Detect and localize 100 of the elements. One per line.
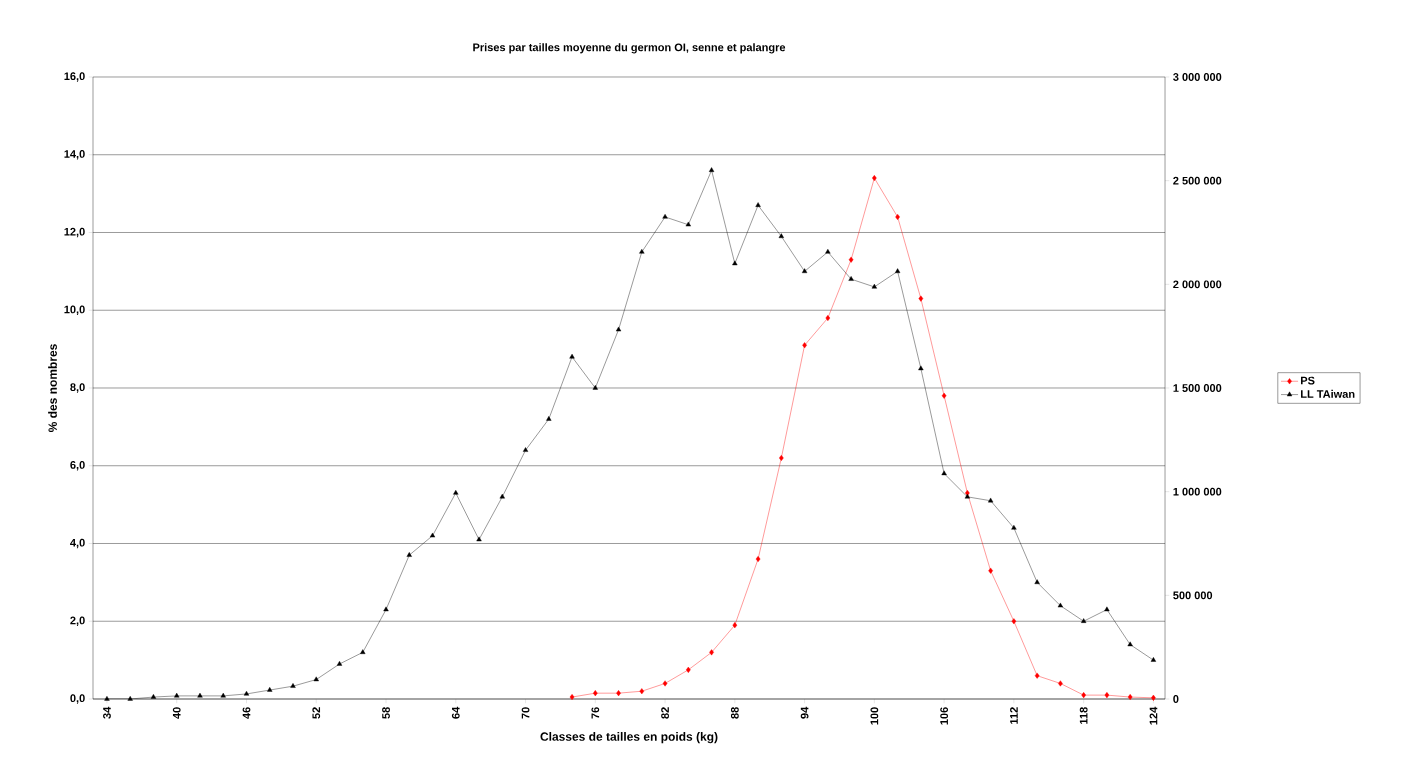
- point: [732, 260, 738, 266]
- x-tick-label: 40: [172, 707, 181, 719]
- point: [197, 692, 203, 698]
- y-tick-label: 0,0: [70, 694, 85, 704]
- x-tick-label: 106: [940, 707, 949, 725]
- point: [639, 248, 645, 254]
- y2-tick-label: 1 000 000: [1173, 487, 1222, 496]
- point: [127, 696, 133, 701]
- x-tick-label: 82: [661, 707, 669, 719]
- point: [685, 221, 691, 227]
- point: [825, 248, 831, 254]
- x-axis-title: Classes de tailles en poids (kg): [540, 732, 718, 744]
- y2-tick-label: 500 000: [1173, 591, 1213, 600]
- point: [662, 680, 668, 687]
- point: [174, 692, 180, 698]
- point: [801, 268, 808, 273]
- point: [778, 233, 784, 238]
- point: [615, 326, 622, 332]
- point: [313, 676, 319, 682]
- y-tick-label: 2,0: [70, 616, 85, 626]
- x-tick-label: 34: [103, 706, 111, 719]
- point: [941, 392, 947, 399]
- point: [522, 447, 529, 452]
- point: [755, 556, 761, 563]
- point: [1150, 657, 1157, 662]
- y-tick-label: 16,0: [64, 72, 85, 82]
- y-tick-label: 12,0: [64, 227, 85, 238]
- point: [802, 342, 807, 349]
- point: [1081, 618, 1087, 623]
- point: [267, 687, 273, 692]
- point: [1104, 692, 1110, 699]
- y2-tick-label: 2 000 000: [1173, 280, 1222, 289]
- point: [848, 256, 854, 263]
- y-tick-label: 8,0: [70, 383, 85, 393]
- point: [1058, 680, 1063, 687]
- x-tick-label: 100: [870, 707, 879, 725]
- point: [1127, 694, 1133, 701]
- x-tick-label: 112: [1010, 707, 1018, 724]
- point: [708, 167, 715, 172]
- x-tick-label: 52: [312, 707, 321, 719]
- point: [732, 622, 738, 629]
- point: [918, 295, 924, 302]
- point: [406, 552, 412, 557]
- point: [593, 690, 598, 697]
- point: [1011, 618, 1017, 625]
- y-axis-title: % des nombres: [48, 344, 57, 433]
- point: [569, 353, 575, 359]
- point: [592, 385, 598, 390]
- point: [871, 283, 877, 289]
- point: [872, 175, 877, 182]
- x-tick-label: 58: [382, 707, 390, 719]
- x-tick-label: 46: [242, 707, 251, 719]
- point: [964, 493, 970, 499]
- point: [104, 696, 110, 701]
- point: [360, 649, 366, 654]
- point: [453, 489, 459, 495]
- point: [336, 661, 343, 666]
- y-tick-label: 14,0: [64, 150, 85, 160]
- point: [662, 213, 668, 219]
- point: [476, 536, 482, 542]
- x-tick-label: 64: [451, 706, 460, 719]
- point: [895, 213, 900, 220]
- point: [499, 493, 505, 499]
- point: [569, 694, 575, 701]
- y-tick-label: 10,0: [64, 305, 85, 315]
- point: [755, 202, 761, 207]
- y2-tick-label: 3 000 000: [1173, 73, 1222, 81]
- point: [988, 497, 994, 503]
- legend-label: LL TAiwan: [1301, 389, 1355, 398]
- point: [779, 454, 784, 461]
- legend-label: PS: [1301, 376, 1315, 385]
- point: [639, 688, 645, 695]
- point: [848, 276, 854, 281]
- point: [290, 683, 296, 688]
- point: [686, 666, 691, 673]
- point: [894, 268, 901, 273]
- point: [616, 690, 621, 697]
- y-tick-label: 4,0: [70, 538, 85, 549]
- point: [220, 692, 226, 698]
- x-tick-label: 94: [800, 706, 809, 719]
- point: [1151, 694, 1156, 701]
- point: [918, 365, 924, 371]
- x-tick-label: 76: [591, 707, 600, 719]
- chart-title: Prises par tailles moyenne du germon OI, senne et palangre: [473, 43, 786, 54]
- x-tick-label: 88: [730, 707, 739, 719]
- point: [429, 532, 436, 538]
- point: [988, 567, 993, 574]
- point: [1081, 692, 1086, 699]
- x-tick-label: 70: [521, 707, 530, 719]
- point: [243, 690, 250, 696]
- y-tick-label: 6,0: [70, 461, 85, 471]
- point: [383, 606, 389, 612]
- point: [709, 649, 714, 656]
- y2-tick-label: 1 500 000: [1173, 384, 1222, 392]
- y2-tick-label: 2 500 000: [1173, 176, 1222, 185]
- point: [941, 470, 947, 476]
- x-tick-label: 124: [1149, 706, 1158, 725]
- point: [1034, 672, 1040, 679]
- point: [546, 416, 552, 421]
- point: [1104, 606, 1110, 612]
